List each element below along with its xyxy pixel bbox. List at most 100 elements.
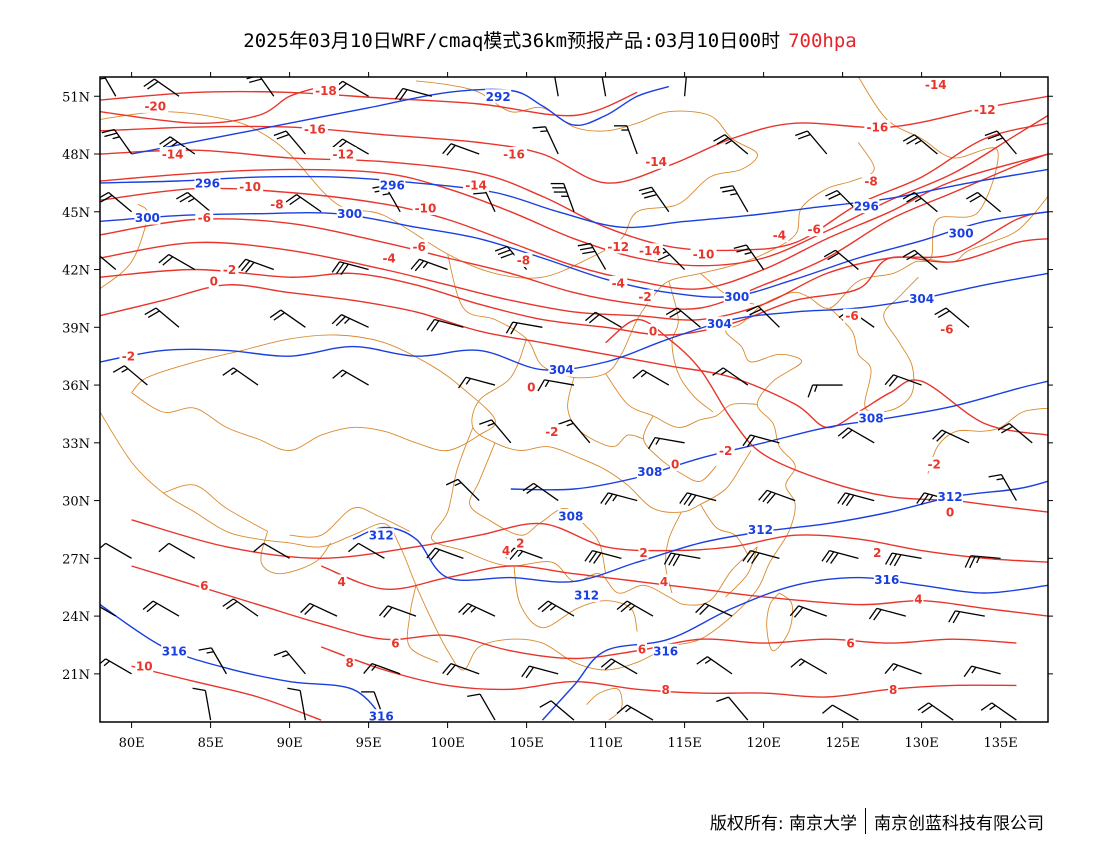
wind-barb bbox=[269, 309, 306, 328]
height-contour-label: 312 bbox=[574, 588, 599, 602]
height-contour-line bbox=[510, 380, 1048, 491]
wind-barb bbox=[426, 318, 464, 332]
border-line bbox=[131, 334, 496, 452]
wind-barb bbox=[285, 194, 322, 213]
title-main: 2025年03月10日WRF/cmaq模式36km预报产品:03月10日00时 bbox=[243, 30, 781, 52]
wind-barb bbox=[716, 696, 749, 721]
temperature-contour-label-bg bbox=[390, 636, 401, 651]
wind-barb bbox=[988, 473, 1017, 501]
wind-barb bbox=[410, 258, 448, 272]
wind-barb bbox=[331, 261, 369, 276]
wind-barb bbox=[236, 258, 275, 273]
temperature-contour-label-bg bbox=[515, 535, 526, 550]
height-contour-label: 312 bbox=[369, 529, 394, 543]
temperature-contour-label-bg bbox=[636, 243, 663, 258]
temperature-contour-label: -2 bbox=[928, 458, 941, 472]
temperature-contour-label: -12 bbox=[607, 240, 629, 254]
temperature-contour-label: -8 bbox=[517, 253, 530, 267]
temperature-contour-label: -12 bbox=[974, 103, 996, 117]
temperature-contour-label-bg bbox=[208, 274, 219, 289]
temperature-contour-label-bg bbox=[913, 591, 924, 606]
map-title: 2025年03月10日WRF/cmaq模式36km预报产品:03月10日00时 7… bbox=[0, 26, 1100, 53]
wind-barb bbox=[964, 555, 1001, 569]
temperature-contour-line bbox=[100, 122, 1048, 252]
wind-barb bbox=[696, 656, 733, 675]
temperature-contour-label-bg bbox=[770, 227, 789, 242]
pressure-level: 700hpa bbox=[788, 30, 857, 52]
height-contour-label: 296 bbox=[854, 200, 879, 214]
height-contour-label: 292 bbox=[486, 90, 511, 104]
x-tick-label: 125E bbox=[825, 736, 859, 751]
height-contour-label-bg bbox=[853, 199, 880, 213]
height-contour-label: 300 bbox=[724, 290, 749, 304]
wind-barb bbox=[902, 191, 938, 213]
wind-barb bbox=[505, 321, 543, 335]
wind-barbs bbox=[100, 77, 1033, 721]
temperature-contour-label: 4 bbox=[660, 575, 668, 589]
height-contour-label: 304 bbox=[909, 292, 934, 306]
wind-barb bbox=[363, 662, 401, 675]
height-contour-label-bg bbox=[161, 643, 188, 658]
wind-barb bbox=[442, 662, 480, 676]
temperature-contour-label-bg bbox=[638, 545, 649, 560]
wind-barb bbox=[601, 77, 607, 97]
x-tick-label: 100E bbox=[430, 736, 464, 751]
temperature-contour-label: -14 bbox=[465, 178, 487, 192]
wind-barb bbox=[719, 185, 749, 213]
temperature-contour-label-bg bbox=[605, 239, 632, 254]
temperature-contour-label-bg bbox=[716, 443, 735, 458]
temperature-contour-label-bg bbox=[670, 457, 681, 471]
temperature-contour-label: 8 bbox=[889, 683, 897, 697]
temperature-contour-label: -2 bbox=[122, 350, 135, 364]
wind-barb bbox=[713, 134, 749, 155]
temperature-contour-line bbox=[320, 565, 1048, 617]
wind-barb bbox=[101, 128, 133, 155]
temperature-contour-label: 0 bbox=[946, 506, 954, 520]
wind-barb bbox=[394, 87, 432, 101]
height-contours bbox=[100, 85, 1048, 721]
wind-barb bbox=[616, 704, 654, 721]
copyright-left: 版权所有: 南京大学 bbox=[709, 813, 857, 834]
temperature-contour-label-bg bbox=[344, 655, 355, 670]
height-contour-label: 308 bbox=[558, 509, 583, 523]
wind-barb bbox=[331, 314, 369, 328]
temperature-contour-label: 6 bbox=[391, 637, 399, 651]
wind-barb bbox=[100, 255, 117, 271]
wind-barb bbox=[584, 549, 622, 564]
height-contour-label-bg bbox=[948, 225, 975, 240]
wind-barb bbox=[822, 704, 859, 721]
wind-barb bbox=[100, 658, 132, 675]
wind-barb bbox=[984, 130, 1017, 155]
wind-barb bbox=[253, 542, 290, 559]
border-line bbox=[289, 507, 410, 538]
height-contour-label-bg bbox=[723, 289, 750, 304]
wind-barb bbox=[100, 606, 117, 617]
temperature-contour-label: 10 bbox=[136, 660, 153, 674]
y-tick-label: 45N bbox=[62, 206, 90, 221]
height-contour-line bbox=[100, 272, 1048, 371]
wind-barb bbox=[837, 492, 875, 507]
wind-barb bbox=[884, 374, 922, 387]
temperature-contour-label-bg bbox=[648, 324, 658, 339]
temperature-contour-label-bg bbox=[945, 505, 956, 520]
wind-barb bbox=[733, 244, 765, 270]
contour-labels: -18-20-16-16-16-14-14-14-14-14-12-12-12-… bbox=[119, 77, 998, 722]
x-tick-label: 85E bbox=[198, 736, 224, 751]
wind-barb bbox=[600, 492, 638, 506]
wind-barb bbox=[790, 658, 828, 675]
temperature-contour-label: 0 bbox=[210, 275, 218, 289]
height-contour-label-bg bbox=[379, 177, 406, 192]
border-line bbox=[406, 585, 439, 663]
x-tick-label: 130E bbox=[904, 736, 938, 751]
temperature-contour-label: -14 bbox=[925, 78, 947, 92]
x-tick-label: 80E bbox=[119, 736, 145, 751]
temperature-contour-label-bg bbox=[410, 239, 429, 254]
wind-barb bbox=[884, 662, 922, 675]
temperature-contour-label-bg bbox=[412, 200, 439, 215]
temperature-contour-label-bg bbox=[237, 179, 264, 194]
temperature-contour-label: 6 bbox=[638, 642, 646, 656]
temperature-contour-label-bg bbox=[659, 574, 670, 589]
wind-barb bbox=[837, 427, 875, 444]
y-tick-label: 36N bbox=[62, 379, 90, 394]
height-contour-label: 308 bbox=[637, 465, 662, 479]
